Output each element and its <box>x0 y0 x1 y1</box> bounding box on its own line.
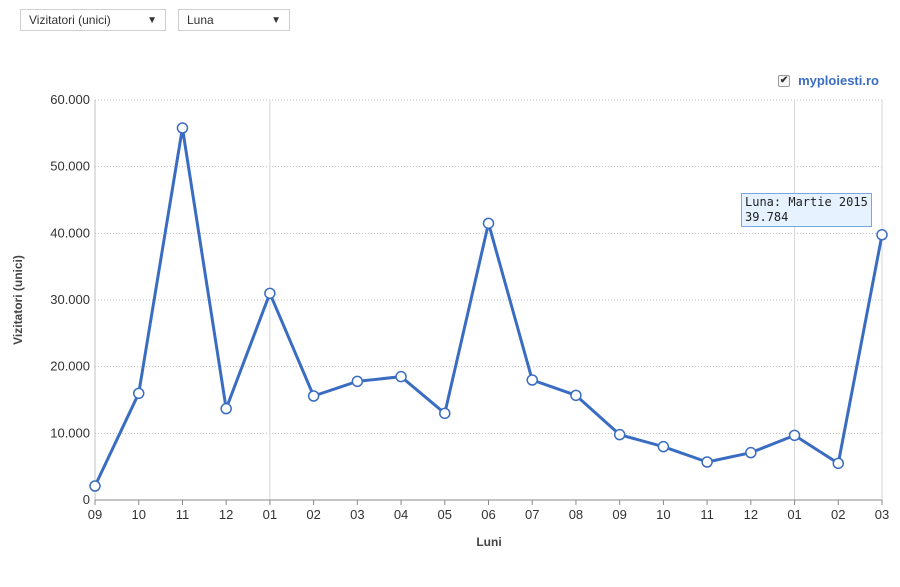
data-tooltip: Luna: Martie 2015 39.784 <box>741 193 872 227</box>
x-tick-label: 09 <box>88 507 102 522</box>
x-tick-label: 12 <box>219 507 233 522</box>
data-point <box>876 229 888 241</box>
legend-label[interactable]: myploiesti.ro <box>798 73 879 88</box>
data-point <box>832 457 845 470</box>
y-axis-title: Vizitatori (unici) <box>11 255 25 345</box>
x-axis-title: Luni <box>476 535 501 549</box>
x-tick-label: 08 <box>569 507 583 522</box>
data-point <box>89 480 101 492</box>
x-tick-label: 12 <box>744 507 758 522</box>
series-line <box>93 126 884 488</box>
metric-select[interactable]: Vizitatori (unici) ▼ <box>20 9 166 31</box>
data-point <box>788 429 801 442</box>
x-tick-label: 10 <box>131 507 145 522</box>
x-tick-label: 07 <box>525 507 539 522</box>
axes: 0 10.000 20.000 30.000 40.000 50.000 60.000 09 1… <box>50 92 889 522</box>
metric-select-value: Vizitatori (unici) <box>29 13 111 27</box>
data-point <box>701 456 713 468</box>
data-point <box>264 287 276 300</box>
series-toggle-checkbox[interactable]: ✔ <box>778 74 791 87</box>
x-tick-label: 11 <box>176 507 190 522</box>
y-tick-label: 60.000 <box>50 92 90 107</box>
data-point <box>307 390 320 402</box>
y-tick-label: 30.000 <box>50 292 90 307</box>
x-tick-label: 05 <box>438 507 452 522</box>
y-tick-label: 40.000 <box>50 225 90 240</box>
data-point <box>613 428 626 441</box>
tooltip-value: 39.784 <box>745 210 789 224</box>
x-tick-label: 02 <box>831 507 845 522</box>
x-tick-label: 09 <box>612 507 626 522</box>
data-point <box>176 122 189 134</box>
data-point <box>657 440 670 453</box>
x-tick-label: 01 <box>263 507 277 522</box>
data-point <box>526 374 538 386</box>
data-point <box>439 407 451 420</box>
x-tick-label: 06 <box>481 507 495 522</box>
data-point <box>220 402 232 415</box>
data-point <box>482 217 495 230</box>
x-tick-label: 11 <box>700 507 714 522</box>
x-tick-label: 02 <box>306 507 320 522</box>
y-tick-label: 0 <box>83 492 90 507</box>
y-tick-label: 20.000 <box>50 359 90 374</box>
x-tick-label: 10 <box>656 507 670 522</box>
tooltip-period: Luna: Martie 2015 <box>745 195 868 209</box>
chart-legend: ✔ myploiesti.ro <box>778 73 879 88</box>
data-point <box>351 375 364 388</box>
x-tick-label: 03 <box>875 507 889 522</box>
data-point <box>745 446 757 459</box>
x-tick-label: 03 <box>350 507 364 522</box>
period-select[interactable]: Luna ▼ <box>178 9 290 31</box>
x-tick-label: 01 <box>787 507 801 522</box>
triangle-down-icon: ▼ <box>147 14 157 26</box>
x-tick-label: 04 <box>394 507 408 522</box>
triangle-down-icon: ▼ <box>271 14 281 26</box>
data-point <box>570 389 582 402</box>
y-tick-label: 10.000 <box>50 425 90 440</box>
period-select-value: Luna <box>187 13 214 27</box>
data-point <box>395 370 407 383</box>
grid <box>95 99 883 500</box>
series-myploiesti <box>89 122 888 492</box>
data-point <box>132 387 145 400</box>
y-tick-label: 50.000 <box>50 159 90 174</box>
